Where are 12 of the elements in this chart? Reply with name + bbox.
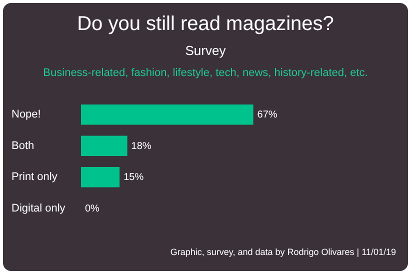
y-tick-label: Both [12,140,34,152]
chart-title: Do you still read magazines? [76,13,335,36]
data-label: 67% [257,110,278,121]
chart-subtitle: Survey [184,43,227,58]
data-label: 18% [131,140,152,152]
y-tick-label: Nope! [12,108,41,121]
data-label: 15% [124,172,144,184]
text: Graphic, survey, and data by Rodrigo Olivares | 11/01/19 [170,247,396,257]
data-label: 0% [85,203,100,214]
text: Business-related, fashion, lifestyle, tech, news, history-related, etc. [42,67,369,79]
y-tick-label: Digital only [12,202,66,214]
y-tick-label: Print only [12,171,58,184]
